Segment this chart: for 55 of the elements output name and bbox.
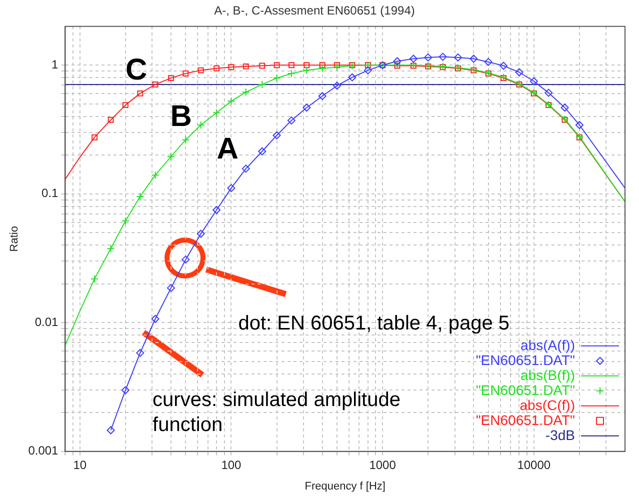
point [152,81,158,88]
annotation: B [170,100,192,134]
x-tick-label: 10000 [517,458,551,472]
x-tick-label: 1000 [369,458,396,472]
legend-label: abs(C(f)) [520,396,575,413]
annotation: dot: EN 60651, table 4, page 5 [238,312,510,334]
point [108,116,114,123]
y-tick-label: 0.001 [28,444,59,458]
point [274,62,280,68]
point [122,102,128,108]
point [106,244,115,253]
legend-label: "EN60651.DAT" [476,382,576,398]
point [258,80,266,88]
point [182,70,189,76]
annotation: curves: simulated amplitude function [152,388,400,436]
point [92,134,98,140]
point [287,70,296,78]
point [90,274,99,283]
legend-label: -3dB [545,426,575,443]
point [242,88,250,96]
point [136,192,144,200]
x-tick-label: 100 [221,458,242,472]
point [151,171,160,180]
annotation: A [216,132,238,166]
y-axis-title: Ratio [8,226,21,252]
legend-label: "EN60651.DAT" [476,352,576,368]
point [259,62,266,69]
x-tick-label: 10 [73,458,87,472]
point [272,74,281,82]
point [288,62,294,68]
point [212,108,221,117]
y-tick-label: 0.01 [34,314,59,329]
point [214,65,220,72]
point [196,120,205,129]
point [227,97,236,106]
point [334,62,340,68]
point [198,67,204,74]
point [319,62,326,68]
point [167,152,176,161]
point [137,90,144,96]
point [168,75,174,82]
point [121,216,130,225]
point [242,63,249,70]
legend-label: abs(A(f)) [520,336,575,353]
x-axis-title: Frequency f [Hz] [304,480,386,492]
point [302,66,311,74]
legend-label: abs(B(f)) [520,366,575,383]
y-tick-label: 1 [52,57,59,72]
point [228,64,234,70]
y-tick-label: 0.1 [42,186,59,200]
annotation: C [125,54,148,87]
point [182,136,190,144]
legend-label: "EN60651.DAT" [476,412,576,428]
chart-title: A-, B-, C-Assesment EN60651 (1994) [214,4,415,18]
point [304,62,310,68]
